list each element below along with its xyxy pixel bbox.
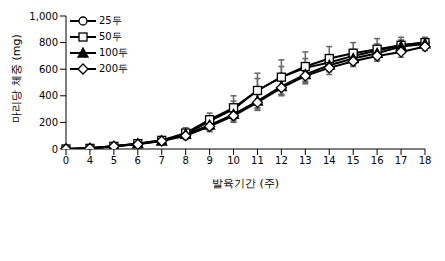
svg-text:16: 16 bbox=[371, 155, 384, 166]
svg-text:5: 5 bbox=[111, 155, 117, 166]
svg-text:800: 800 bbox=[39, 37, 58, 48]
svg-text:13: 13 bbox=[299, 155, 312, 166]
svg-text:발육기간 (주): 발육기간 (주) bbox=[212, 177, 279, 190]
svg-text:11: 11 bbox=[251, 155, 264, 166]
svg-text:마리당 체중 (mg): 마리당 체중 (mg) bbox=[10, 34, 23, 122]
html-text:50두: 50두 bbox=[99, 31, 122, 42]
svg-text:200: 200 bbox=[39, 117, 58, 128]
svg-text:4: 4 bbox=[87, 155, 93, 166]
svg-text:10: 10 bbox=[227, 155, 240, 166]
svg-text:18: 18 bbox=[419, 155, 432, 166]
svg-text:7: 7 bbox=[159, 155, 165, 166]
svg-text:400: 400 bbox=[39, 90, 58, 101]
svg-text:14: 14 bbox=[323, 155, 336, 166]
svg-text:6: 6 bbox=[135, 155, 141, 166]
svg-text:600: 600 bbox=[39, 64, 58, 75]
svg-text:1,000: 1,000 bbox=[29, 11, 58, 22]
svg-text:15: 15 bbox=[347, 155, 360, 166]
svg-text:9: 9 bbox=[206, 155, 212, 166]
svg-text:17: 17 bbox=[395, 155, 408, 166]
svg-text:8: 8 bbox=[182, 155, 188, 166]
svg-text:0: 0 bbox=[52, 144, 58, 155]
html-text:100두: 100두 bbox=[99, 47, 129, 58]
html-text:200두: 200두 bbox=[99, 63, 129, 74]
html-text:25두: 25두 bbox=[99, 15, 122, 26]
svg-text:0: 0 bbox=[63, 155, 69, 166]
svg-text:12: 12 bbox=[275, 155, 288, 166]
